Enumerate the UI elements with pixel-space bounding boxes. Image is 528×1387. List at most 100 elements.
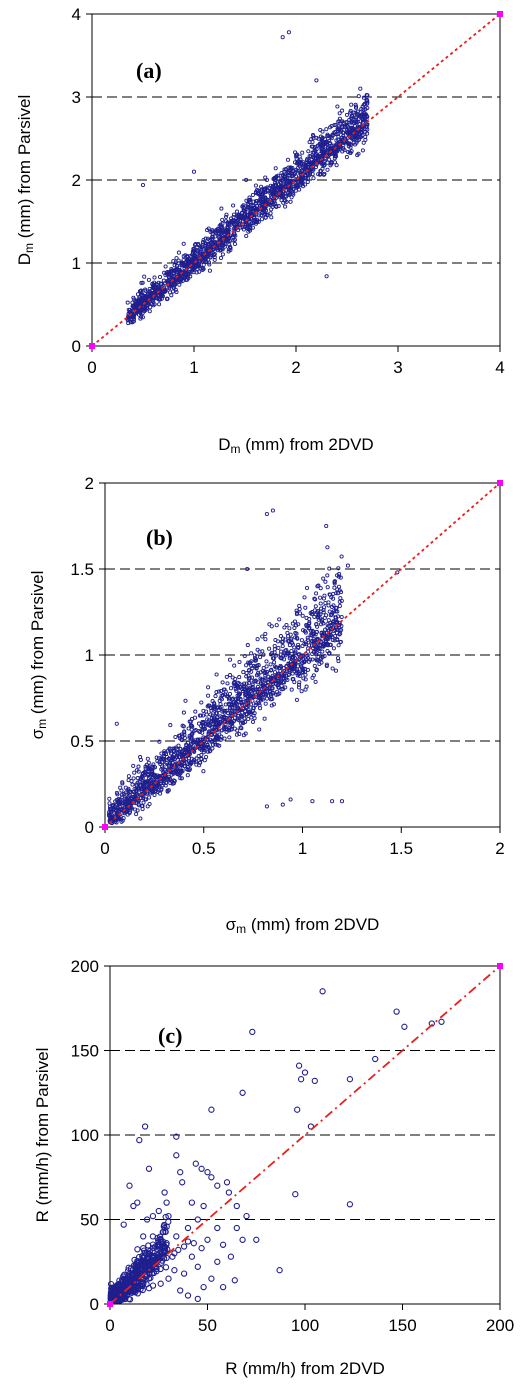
p0-point (304, 157, 310, 163)
p1-point (322, 605, 327, 610)
p1-point (337, 603, 342, 609)
p2-point (161, 1224, 168, 1232)
p1-point (148, 791, 153, 796)
p0-point (353, 102, 358, 107)
p0-point (152, 275, 157, 280)
p1-point (270, 696, 275, 702)
p0-point (350, 127, 355, 132)
p1-x-tick-label-1: 0.5 (192, 839, 216, 858)
p1-point (215, 742, 220, 748)
p0-point (158, 281, 163, 286)
p1-point (294, 608, 299, 613)
p1-point (288, 797, 293, 802)
p0-point (300, 184, 306, 189)
p0-point (329, 136, 334, 141)
p1-point (195, 743, 201, 748)
p2-x-axis-rest: (mm/h) from 2DVD (237, 1359, 384, 1378)
p0-point (256, 219, 261, 224)
p0-x-tick-label-0: 0 (87, 358, 96, 377)
p2-point (120, 1221, 127, 1228)
p0-point (178, 269, 183, 274)
p1-point (281, 686, 286, 691)
p1-point (205, 749, 210, 754)
p1-point (314, 668, 319, 673)
p1-point (338, 639, 343, 644)
p0-point (178, 276, 184, 281)
p1-point (306, 649, 311, 654)
p1-point (145, 756, 150, 761)
p1-point (214, 672, 219, 677)
p2-point (188, 1253, 196, 1260)
p1-point (137, 803, 142, 808)
p2-point (128, 1289, 135, 1296)
p0-point (361, 95, 366, 100)
p1-point (295, 667, 300, 672)
p1-point (305, 655, 311, 660)
p1-point (249, 675, 255, 680)
p1-point (197, 713, 202, 718)
p1-point (212, 718, 217, 723)
p2-point (162, 1228, 169, 1235)
p1-point (267, 622, 272, 627)
p0-point (325, 148, 330, 153)
p0-point (244, 233, 249, 239)
p0-point (348, 110, 353, 115)
p0-point (286, 169, 291, 174)
p1-point (222, 710, 227, 715)
p1-point (338, 631, 343, 636)
p1-point (125, 797, 130, 802)
p2-point (163, 1199, 170, 1206)
p0-point (196, 259, 201, 264)
p1-point (294, 697, 299, 702)
p1-point (162, 758, 167, 763)
p0-point (269, 207, 274, 212)
p1-point (263, 689, 268, 694)
p0-point (356, 94, 361, 99)
p1-point (174, 755, 180, 760)
p2-point (153, 1268, 160, 1275)
p0-point (228, 222, 233, 227)
p0-point (280, 35, 285, 40)
p0-point (231, 203, 236, 208)
p0-point (332, 156, 337, 161)
p0-point (148, 305, 153, 310)
p1-point (260, 634, 265, 639)
p0-point (283, 176, 288, 181)
p1-point (309, 612, 314, 617)
p1-point (123, 801, 129, 807)
p0-point (286, 187, 291, 192)
p0-point (140, 182, 146, 188)
p1-point (152, 792, 157, 798)
p1-point (253, 703, 258, 708)
scatter-panel-c: 0 50 100 150 200 0 50 100 150 200 R (mm/h) from 2D… (33, 957, 514, 1378)
p0-point (298, 177, 303, 183)
p1-point (330, 621, 335, 626)
p0-point (139, 309, 144, 314)
p0-point (231, 215, 236, 220)
p0-point (314, 147, 319, 152)
p1-point (246, 660, 251, 665)
p1-point (273, 637, 278, 643)
p1-point (127, 797, 132, 802)
p0-y-axis-subscript: m (22, 243, 36, 253)
p1-point (278, 663, 283, 668)
p1-point (335, 627, 340, 632)
p0-point (255, 220, 260, 225)
p1-point (274, 623, 279, 628)
p0-point (228, 247, 233, 253)
p1-point (251, 693, 256, 698)
p1-point (197, 760, 202, 765)
p0-point (293, 178, 298, 183)
p1-point (289, 687, 294, 692)
p1-point (133, 795, 138, 800)
p1-point (275, 665, 280, 670)
p0-point (304, 176, 309, 181)
p1-point (313, 632, 318, 637)
p1-point (264, 804, 269, 809)
p0-point (273, 166, 278, 171)
p0-point (362, 101, 368, 107)
p1-x-tick-label-3: 1.5 (389, 839, 413, 858)
p1-point (282, 680, 287, 685)
p2-point (297, 1076, 305, 1083)
